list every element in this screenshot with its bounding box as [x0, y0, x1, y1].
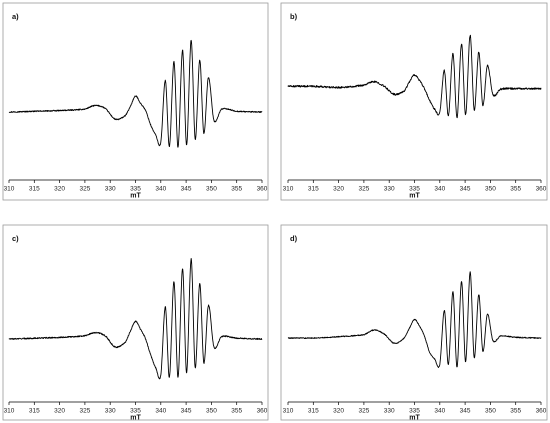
x-tick-label: 360: [536, 186, 547, 193]
x-axis-title: mT: [409, 415, 420, 422]
x-tick-label: 320: [54, 186, 65, 193]
x-tick-label: 355: [510, 186, 521, 193]
x-tick-label: 350: [206, 408, 217, 415]
panel-label: c): [12, 234, 19, 243]
x-tick-label: 360: [536, 408, 547, 415]
panel-label: d): [290, 234, 298, 243]
x-tick-label: 335: [130, 408, 141, 415]
spectrum-trace: [8, 258, 263, 380]
x-tick-label: 350: [485, 408, 496, 415]
panel-frame: [280, 2, 548, 201]
x-tick-label: 325: [358, 408, 369, 415]
panel-label: a): [12, 12, 19, 21]
x-tick-label: 355: [231, 408, 242, 415]
spectrum-trace: [287, 271, 542, 369]
spectrum-trace: [287, 34, 542, 119]
panel-label: b): [290, 12, 298, 21]
x-tick-label: 360: [257, 408, 268, 415]
x-tick-label: 310: [283, 408, 294, 415]
x-tick-label: 350: [206, 186, 217, 193]
x-tick-label: 325: [358, 186, 369, 193]
x-tick-label: 345: [460, 408, 471, 415]
x-tick-label: 315: [29, 186, 40, 193]
x-tick-label: 340: [434, 408, 445, 415]
x-tick-label: 345: [181, 408, 192, 415]
panel-frame: [2, 224, 269, 421]
x-tick-label: 315: [29, 408, 40, 415]
x-tick-label: 335: [409, 408, 420, 415]
spectrum-panel-d: d) 310 315 320 325 330 335 340 345 350 355 360 mT: [280, 224, 548, 422]
x-tick-label: 330: [384, 186, 395, 193]
x-tick-label: 325: [79, 408, 90, 415]
x-tick-label: 330: [105, 408, 116, 415]
panel-frame: [2, 2, 269, 201]
x-axis-title: mT: [130, 193, 141, 200]
x-tick-label: 340: [434, 186, 445, 193]
x-tick-label: 330: [105, 186, 116, 193]
x-tick-label: 320: [54, 408, 65, 415]
x-tick-label: 310: [4, 408, 15, 415]
x-tick-label: 360: [257, 186, 268, 193]
x-tick-label: 310: [4, 186, 15, 193]
panel-frame: [280, 224, 548, 421]
spectrum-panel-c: c) 310 315 320 325 330 335 340 345 350 355 360 mT: [2, 224, 269, 422]
x-tick-label: 355: [231, 186, 242, 193]
x-axis-title: mT: [130, 415, 141, 422]
x-tick-label: 315: [308, 408, 319, 415]
x-tick-label: 325: [79, 186, 90, 193]
x-tick-label: 315: [308, 186, 319, 193]
x-tick-label: 340: [155, 186, 166, 193]
x-tick-label: 335: [409, 186, 420, 193]
x-tick-label: 340: [155, 408, 166, 415]
x-tick-label: 345: [460, 186, 471, 193]
x-tick-label: 345: [181, 186, 192, 193]
spectrum-panel-b: b) 310 315 320 325 330 335 340 345 350 355 360 mT: [280, 2, 548, 201]
x-tick-label: 320: [333, 408, 344, 415]
x-tick-label: 335: [130, 186, 141, 193]
x-tick-label: 350: [485, 186, 496, 193]
x-tick-label: 320: [333, 186, 344, 193]
x-tick-label: 330: [384, 408, 395, 415]
spectrum-trace: [8, 39, 263, 148]
x-axis-title: mT: [409, 193, 420, 200]
x-tick-label: 310: [283, 186, 294, 193]
x-tick-label: 355: [510, 408, 521, 415]
spectrum-panel-a: a) 310 315 320 325 330 335 340 345 350 355 360 mT: [2, 2, 269, 201]
